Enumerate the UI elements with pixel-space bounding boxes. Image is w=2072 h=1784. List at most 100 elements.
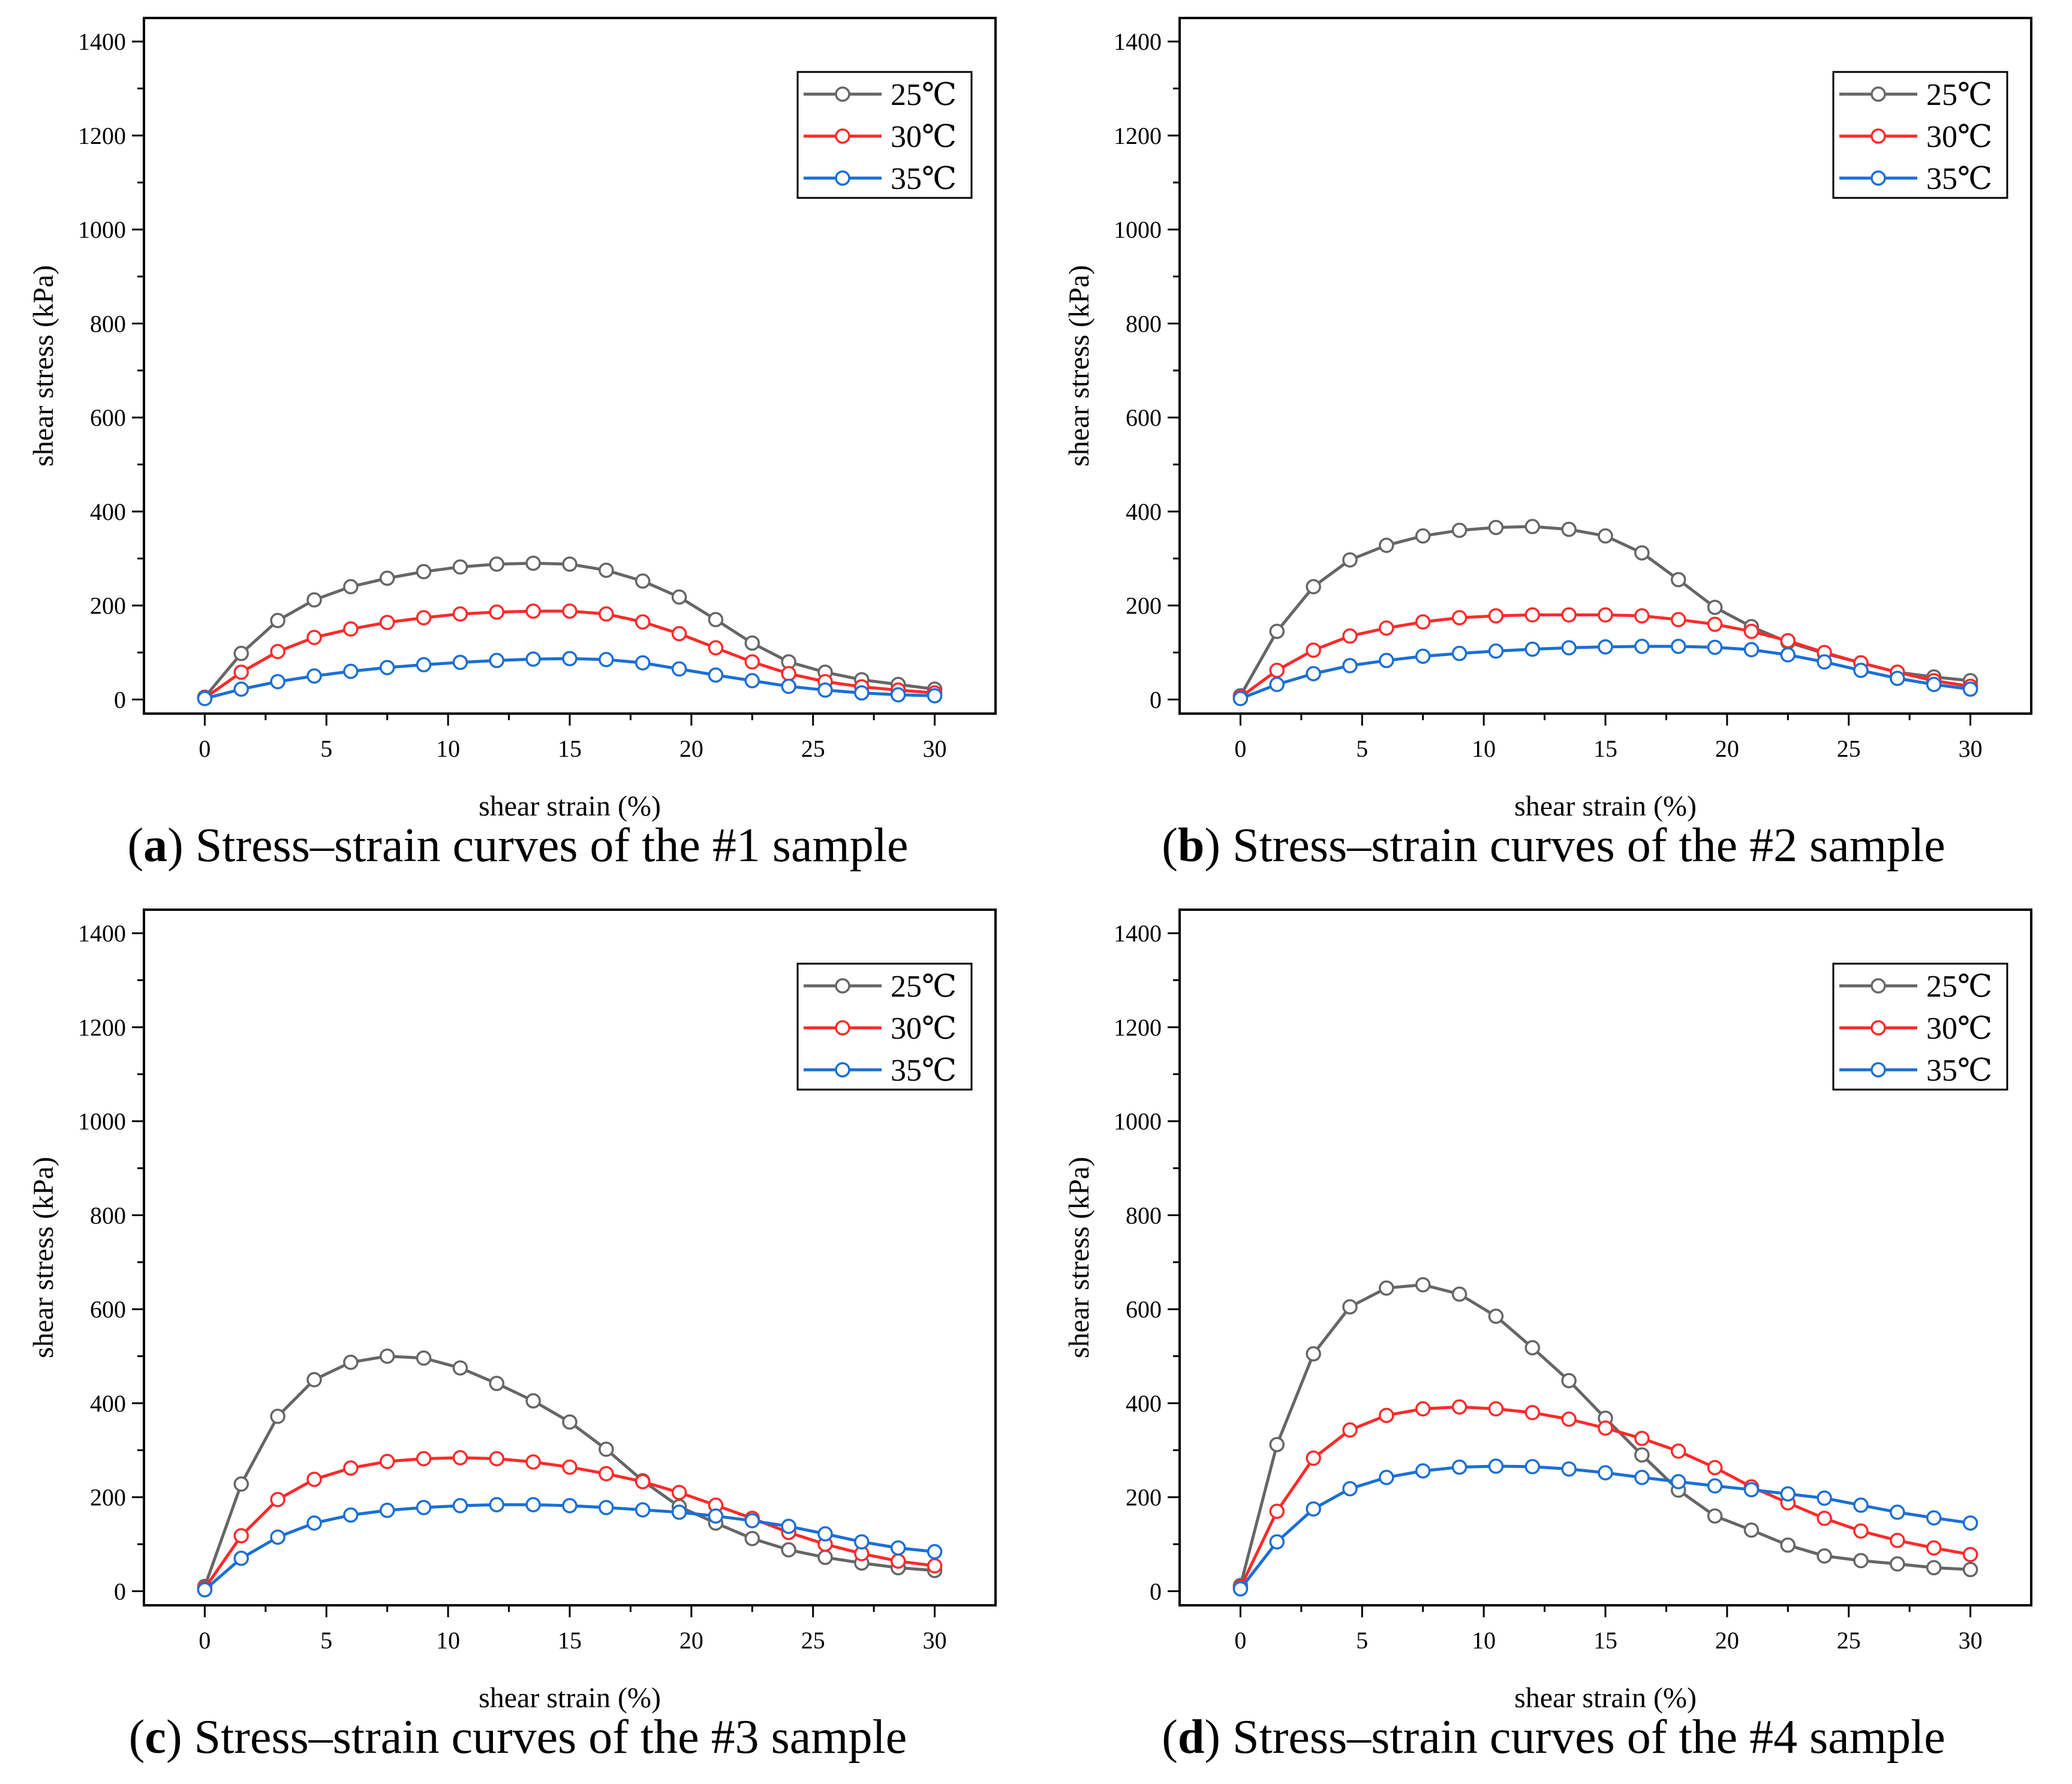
data-point — [599, 1442, 614, 1457]
y-tick-label: 1000 — [78, 1108, 126, 1135]
chart-panel-a: 0 5 10 15 20 25 30 0 200 400 600 800 1000 1200 1400 she… — [0, 0, 1036, 892]
data-point — [343, 663, 359, 679]
legend-marker-2 — [1870, 128, 1886, 144]
data-point — [270, 1409, 285, 1424]
data-point — [306, 630, 322, 645]
legend-label: 25℃ — [1926, 970, 1992, 1004]
data-point — [1962, 1547, 1978, 1563]
data-point — [1488, 643, 1504, 659]
x-tick-label: 5 — [320, 1627, 332, 1654]
data-point — [525, 1454, 541, 1470]
data-point — [1524, 519, 1541, 534]
data-point — [489, 1376, 505, 1391]
data-point — [1561, 1373, 1577, 1389]
data-point — [1962, 1515, 1978, 1531]
data-point — [671, 661, 687, 677]
data-point — [233, 1528, 249, 1544]
data-point — [233, 645, 249, 661]
data-point — [233, 664, 249, 680]
y-tick-label: 1000 — [78, 216, 126, 243]
data-point — [1598, 639, 1613, 655]
data-point — [525, 1393, 541, 1409]
data-point — [817, 1526, 833, 1542]
data-point — [1342, 628, 1358, 644]
data-point — [306, 1472, 322, 1487]
data-point — [1853, 1553, 1869, 1569]
data-point — [1306, 666, 1321, 682]
x-tick-label: 25 — [801, 1627, 825, 1654]
x-tick-label: 0 — [1234, 735, 1246, 762]
x-tick-label: 5 — [1356, 1627, 1368, 1654]
x-tick-label: 5 — [1356, 735, 1368, 762]
y-tick-label: 400 — [90, 1390, 126, 1417]
data-point — [1379, 1407, 1394, 1424]
y-axis-label: shear stress (kPa) — [28, 1157, 59, 1358]
data-point — [1598, 607, 1613, 623]
data-point — [452, 654, 468, 670]
data-point — [1306, 579, 1321, 595]
data-point — [1451, 610, 1467, 625]
y-tick-label: 0 — [1150, 1578, 1162, 1605]
data-point — [343, 621, 359, 637]
data-point — [1634, 608, 1650, 624]
data-point — [379, 660, 395, 675]
y-tick-label: 800 — [1126, 310, 1162, 337]
x-tick-label: 10 — [1472, 735, 1496, 762]
data-point — [343, 579, 359, 595]
data-point — [1451, 1286, 1467, 1302]
data-point — [1926, 1510, 1942, 1526]
data-point — [197, 1582, 213, 1598]
data-point — [708, 612, 724, 627]
x-axis-label: shear strain (%) — [479, 1682, 661, 1714]
data-point — [525, 555, 541, 571]
legend-label: 35℃ — [891, 162, 957, 196]
y-tick-label: 1000 — [1114, 216, 1162, 243]
data-point — [1707, 639, 1723, 655]
chart-c-caption: (c) Stress–strain curves of the #3 sampl… — [128, 1711, 907, 1764]
x-tick-label: 0 — [199, 735, 210, 762]
legend-label: 25℃ — [891, 970, 957, 1004]
x-axis-label: shear strain (%) — [1514, 1682, 1697, 1714]
data-point — [817, 1550, 833, 1565]
x-tick-label: 25 — [1837, 735, 1861, 762]
data-point — [708, 640, 724, 656]
y-axis-label: shear stress (kPa) — [28, 265, 59, 467]
x-tick-label: 15 — [1593, 1627, 1617, 1654]
data-point — [1269, 663, 1285, 678]
data-point — [343, 1355, 359, 1370]
data-point — [197, 691, 213, 706]
data-point — [744, 1513, 760, 1529]
x-tick-label: 30 — [923, 735, 947, 762]
data-point — [416, 610, 432, 625]
data-point — [1306, 1450, 1321, 1466]
y-tick-label: 0 — [114, 686, 126, 713]
data-point — [1817, 1548, 1832, 1564]
data-point — [489, 652, 505, 669]
data-point — [1634, 545, 1650, 561]
data-point — [489, 556, 505, 572]
data-point — [671, 1485, 687, 1500]
data-point — [744, 1530, 760, 1547]
x-tick-label: 0 — [199, 1627, 210, 1654]
x-tick-label: 0 — [1234, 1627, 1246, 1654]
data-point — [525, 651, 541, 667]
chart-a-caption: (a) Stress–strain curves of the #1 sampl… — [127, 819, 909, 872]
data-point — [1598, 1420, 1613, 1436]
data-point — [1561, 1461, 1577, 1477]
x-tick-label: 30 — [1959, 1627, 1983, 1654]
data-point — [270, 673, 285, 690]
data-point — [781, 666, 796, 682]
data-point — [1415, 1401, 1431, 1417]
data-point — [1379, 1470, 1394, 1485]
y-tick-label: 1200 — [78, 1014, 126, 1041]
y-tick-label: 200 — [90, 592, 126, 619]
data-point — [854, 1534, 870, 1550]
legend-label: 35℃ — [1926, 1054, 1992, 1088]
data-point — [634, 573, 651, 589]
data-point — [1342, 1299, 1358, 1315]
data-point — [562, 556, 578, 572]
data-point — [489, 1497, 505, 1513]
data-point — [452, 559, 468, 575]
data-point — [599, 1500, 614, 1515]
data-point — [1780, 647, 1796, 663]
